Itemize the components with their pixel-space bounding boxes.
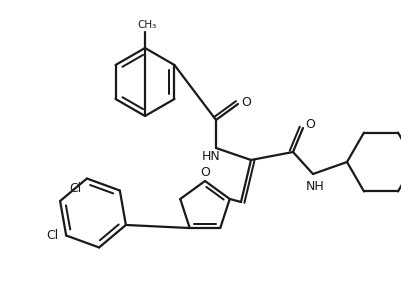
Text: HN: HN (201, 150, 220, 162)
Text: Cl: Cl (69, 182, 82, 195)
Text: O: O (241, 97, 250, 110)
Text: CH₃: CH₃ (137, 20, 156, 30)
Text: O: O (304, 119, 314, 131)
Text: NH: NH (305, 180, 324, 193)
Text: Cl: Cl (46, 229, 58, 242)
Text: O: O (200, 166, 209, 179)
